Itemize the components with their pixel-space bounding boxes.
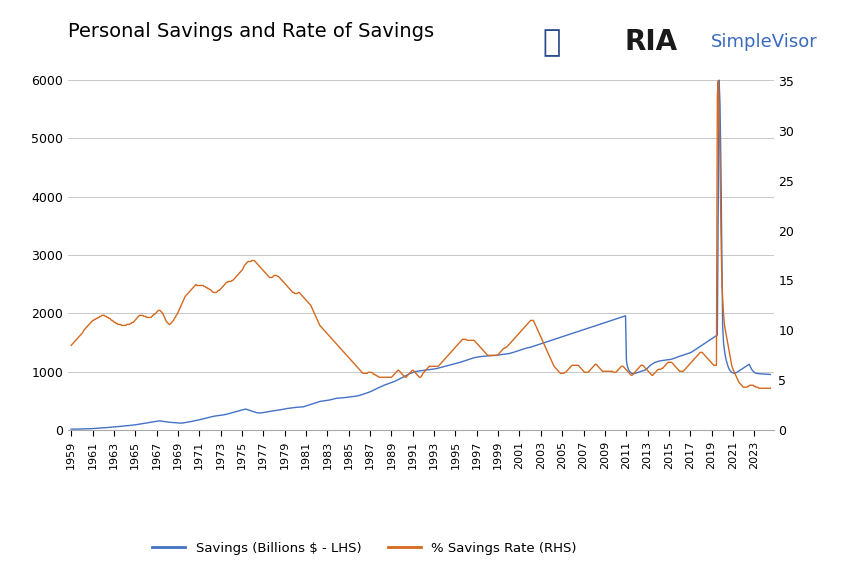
Savings (Billions $ - LHS) — [309, 400, 319, 407]
% Savings Rate (RHS) — [717, 277, 727, 284]
% Savings Rate (RHS) — [235, 268, 246, 275]
Text: 🦅: 🦅 — [542, 28, 560, 57]
% Savings Rate (RHS) — [765, 385, 775, 392]
% Savings Rate (RHS) — [713, 78, 723, 84]
% Savings Rate (RHS) — [723, 342, 734, 349]
Line: % Savings Rate (RHS): % Savings Rate (RHS) — [71, 81, 770, 388]
Savings (Billions $ - LHS) — [745, 363, 755, 370]
% Savings Rate (RHS) — [252, 260, 262, 267]
Legend: Savings (Billions $ - LHS), % Savings Rate (RHS): Savings (Billions $ - LHS), % Savings Ra… — [147, 537, 582, 560]
Text: SimpleVisor: SimpleVisor — [711, 33, 818, 52]
Savings (Billions $ - LHS) — [714, 77, 724, 84]
Line: Savings (Billions $ - LHS): Savings (Billions $ - LHS) — [71, 80, 770, 429]
Savings (Billions $ - LHS) — [548, 336, 558, 343]
Text: Personal Savings and Rate of Savings: Personal Savings and Rate of Savings — [68, 22, 434, 41]
% Savings Rate (RHS) — [361, 370, 371, 377]
Savings (Billions $ - LHS) — [765, 371, 775, 378]
Savings (Billions $ - LHS) — [93, 425, 103, 432]
Savings (Billions $ - LHS) — [155, 418, 165, 424]
% Savings Rate (RHS) — [708, 361, 718, 368]
Savings (Billions $ - LHS) — [620, 312, 631, 319]
Savings (Billions $ - LHS) — [66, 426, 76, 432]
% Savings Rate (RHS) — [754, 385, 764, 392]
% Savings Rate (RHS) — [66, 342, 76, 349]
Text: RIA: RIA — [625, 28, 678, 57]
